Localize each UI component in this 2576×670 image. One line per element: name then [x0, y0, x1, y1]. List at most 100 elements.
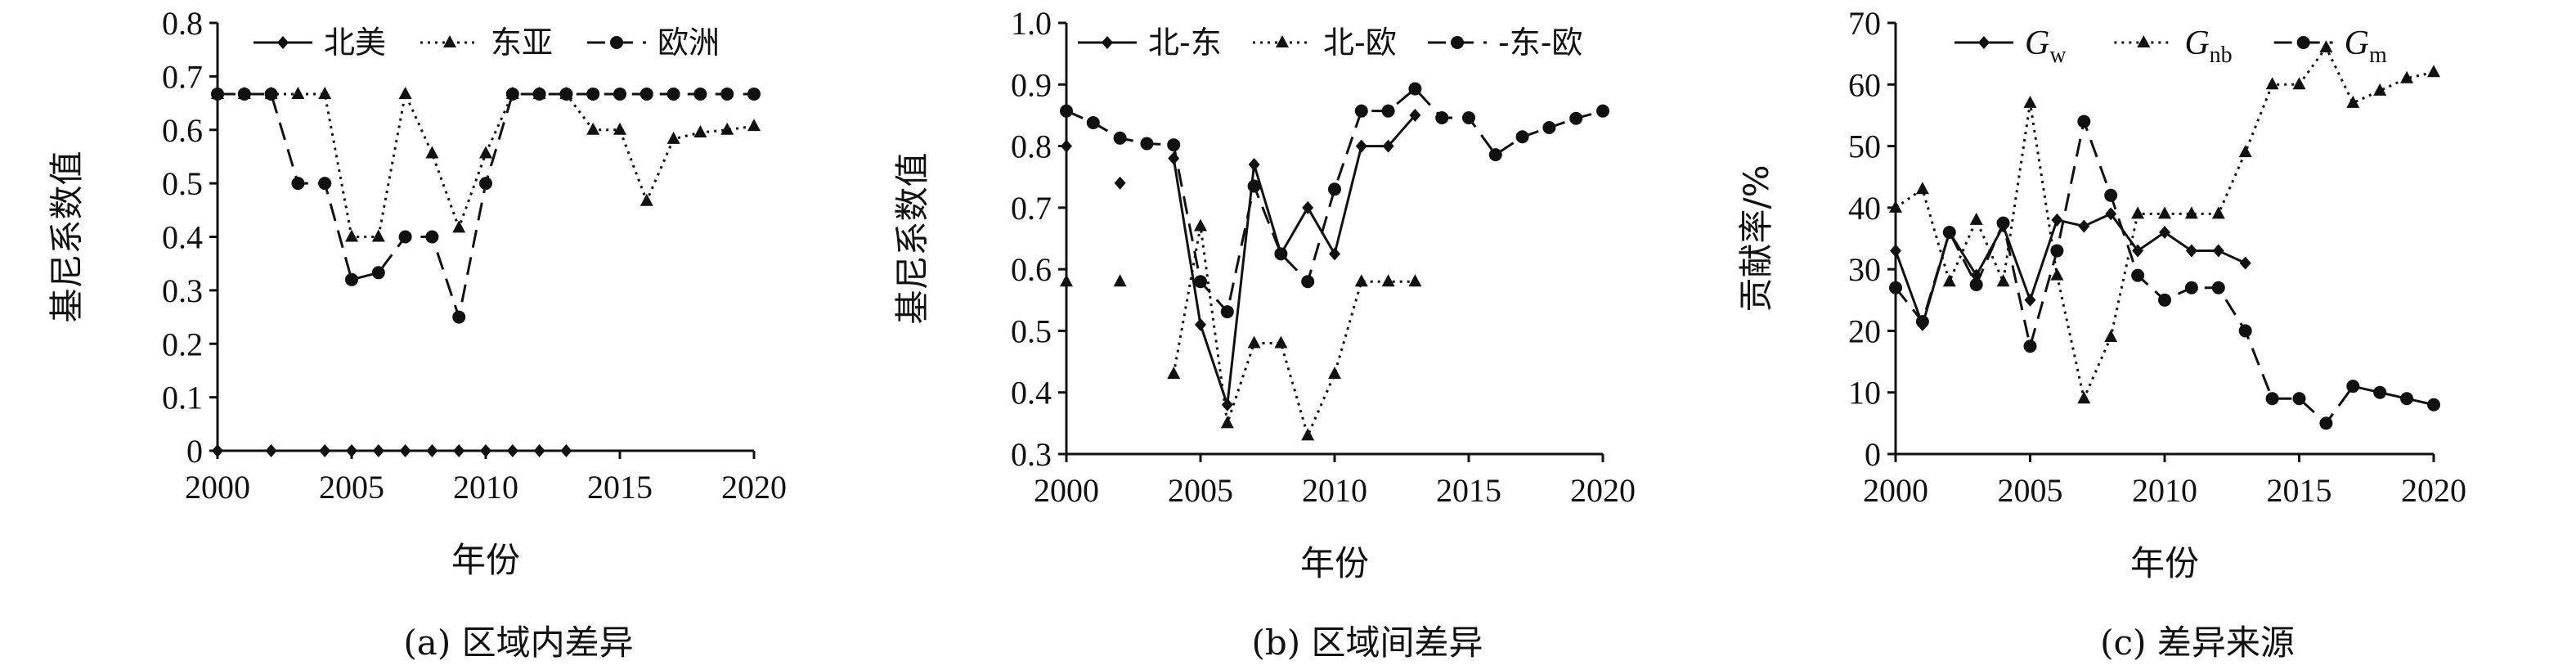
- data-point: [479, 146, 492, 159]
- data-point: [371, 266, 385, 280]
- data-point: [2400, 70, 2414, 83]
- legend-subscript: w: [2049, 43, 2067, 68]
- data-point: [237, 87, 251, 101]
- data-point: [1408, 82, 1422, 96]
- panel-b-inter-region: 0.3 0.4 0.5 0.6 0.7 0.8 0.9 1.0 2000 2005 2010 2015…: [892, 5, 1636, 663]
- data-point: [211, 87, 224, 101]
- data-point: [372, 444, 384, 457]
- x-tick-label: 2005: [319, 469, 384, 506]
- data-point: [1220, 416, 1234, 429]
- y-tick-label: 0.9: [1011, 66, 1052, 103]
- series-0: [212, 444, 572, 457]
- panel-caption: (b) 区域间差异: [1251, 623, 1483, 663]
- data-point: [2346, 95, 2360, 108]
- series-1: [1060, 218, 1422, 441]
- data-point: [1354, 274, 1368, 287]
- data-point: [346, 444, 357, 457]
- y-tick-label: 0.8: [162, 5, 203, 42]
- data-point: [559, 87, 573, 101]
- data-point: [2346, 380, 2360, 393]
- data-point: [2184, 206, 2198, 219]
- y-tick-label: 0: [1865, 436, 1881, 473]
- data-point: [398, 230, 412, 244]
- data-point: [2184, 281, 2198, 295]
- data-point: [1248, 158, 1260, 172]
- legend-label: 北-欧: [1323, 25, 1397, 61]
- data-point: [425, 230, 439, 244]
- legend-label: 北-东: [1148, 25, 1222, 61]
- x-tick-label: 2020: [1570, 472, 1636, 509]
- data-point: [371, 229, 385, 242]
- data-point: [265, 444, 277, 457]
- y-tick-label: 0.6: [162, 112, 203, 149]
- data-point: [1996, 216, 2010, 230]
- data-point: [2077, 391, 2091, 404]
- data-point: [2292, 392, 2306, 406]
- data-point: [2400, 392, 2414, 406]
- y-tick-label: 0.2: [162, 326, 203, 362]
- data-point: [453, 444, 465, 457]
- data-point: [2050, 244, 2064, 258]
- data-point: [291, 177, 305, 191]
- data-point: [318, 86, 332, 99]
- data-point: [1274, 335, 1288, 348]
- legend-marker: [610, 36, 623, 49]
- data-point: [1596, 104, 1609, 118]
- legend-marker: [1451, 36, 1464, 49]
- data-point: [2238, 145, 2252, 158]
- data-point: [452, 220, 466, 233]
- x-axis-title: 年份: [2130, 543, 2199, 583]
- legend-subscript: nb: [2210, 43, 2233, 68]
- legend-marker: [1102, 36, 1113, 49]
- data-point: [747, 87, 761, 101]
- legend-label: 北美: [324, 25, 386, 61]
- data-point: [2427, 398, 2440, 411]
- series-line: [1172, 114, 1416, 407]
- legend-marker: [277, 36, 289, 49]
- y-tick-label: 1.0: [1011, 5, 1052, 42]
- data-point: [560, 444, 572, 457]
- series-0: [1061, 108, 1421, 411]
- data-point: [586, 87, 600, 101]
- series-line: [218, 92, 755, 238]
- legend-label: 欧洲: [657, 25, 720, 61]
- panel-c-source-of-difference: 0 10 20 30 40 50 60 70 2000 2005 2010 2015 2020 年份 贡献率…: [1736, 5, 2466, 663]
- data-point: [2131, 206, 2145, 219]
- data-point: [2211, 281, 2225, 295]
- data-point: [2265, 77, 2279, 90]
- data-point: [1168, 151, 1180, 165]
- data-point: [720, 122, 734, 135]
- series-line: [1172, 224, 1416, 437]
- x-tick-label: 2020: [721, 469, 787, 506]
- data-point: [2050, 268, 2064, 281]
- x-tick-label: 2000: [1863, 472, 1928, 509]
- data-point: [1890, 244, 1901, 258]
- data-point: [586, 122, 600, 135]
- data-point: [1969, 212, 1983, 225]
- data-point: [1194, 275, 1207, 289]
- data-point: [1942, 274, 1956, 287]
- data-point: [2373, 83, 2387, 96]
- data-point: [2024, 293, 2036, 307]
- data-point: [1086, 115, 1100, 129]
- data-point: [1302, 200, 1314, 214]
- legend-label: Gnb: [2184, 25, 2232, 68]
- data-point: [2319, 40, 2333, 53]
- data-point: [2211, 206, 2225, 219]
- data-point: [1915, 182, 1929, 195]
- data-point: [613, 87, 626, 101]
- x-tick-label: 2015: [587, 469, 653, 506]
- data-point: [2051, 213, 2063, 227]
- y-tick-label: 0.5: [1011, 313, 1052, 349]
- data-point: [1061, 139, 1072, 153]
- data-point: [1167, 366, 1181, 380]
- x-tick-label: 2020: [2401, 472, 2466, 509]
- data-point: [693, 87, 707, 101]
- data-point: [1408, 274, 1422, 287]
- data-point: [640, 193, 653, 206]
- x-tick-label: 2015: [1436, 472, 1501, 509]
- data-point: [2023, 95, 2037, 108]
- legend-label: Gw: [2025, 25, 2067, 68]
- data-point: [1328, 182, 1341, 196]
